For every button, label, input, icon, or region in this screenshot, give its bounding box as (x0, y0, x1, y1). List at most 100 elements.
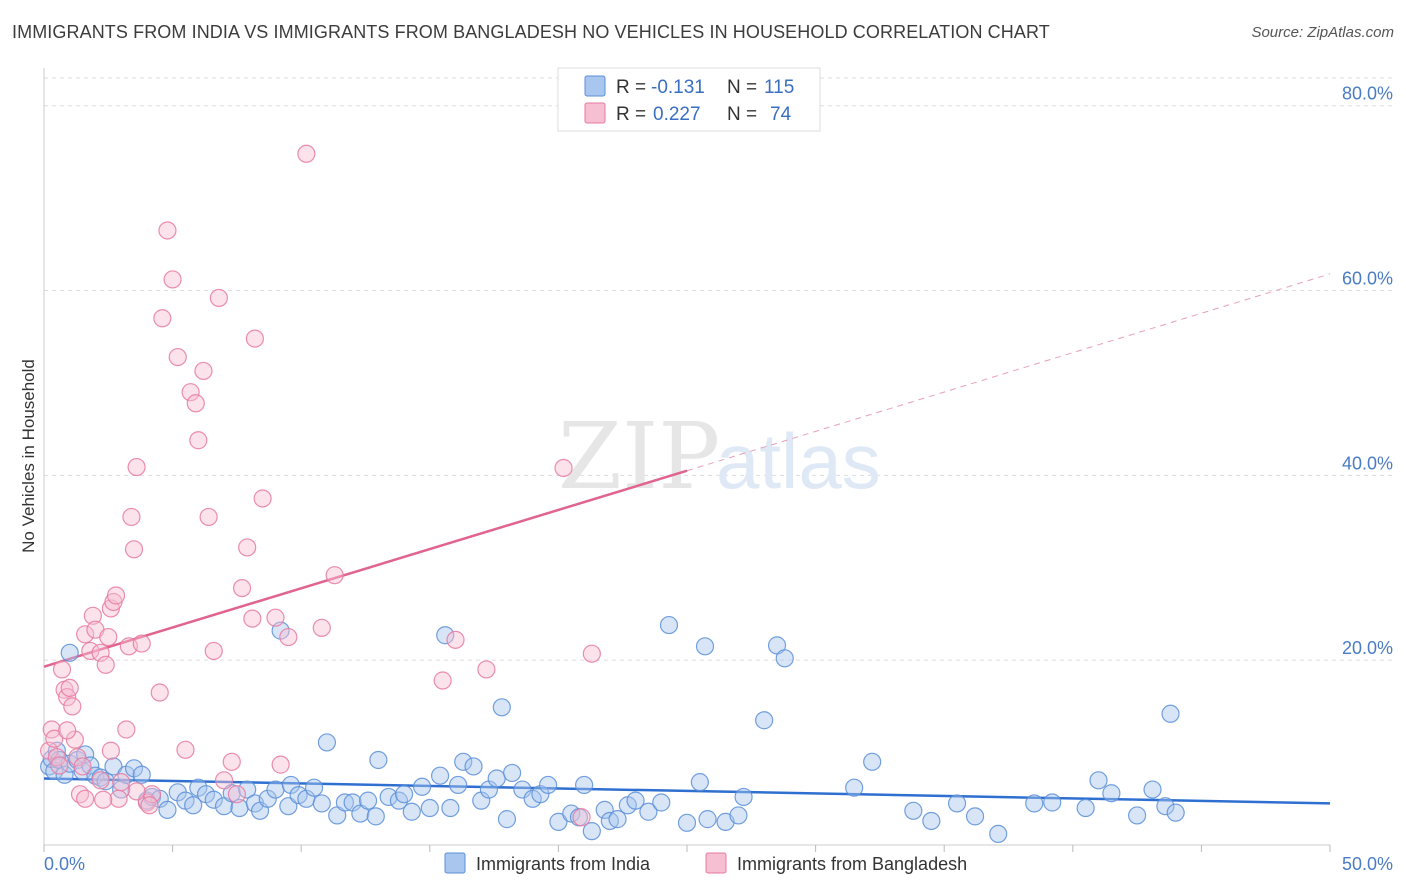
india-point (690, 773, 709, 792)
india-point (1143, 780, 1162, 799)
india-point (539, 775, 558, 795)
chart-source: Source: ZipAtlas.com (1251, 24, 1394, 41)
bangladesh-point (214, 771, 234, 790)
india-point (464, 757, 483, 776)
india-point (266, 780, 285, 799)
india-point (1089, 771, 1108, 790)
bangladesh-point (271, 755, 290, 774)
bangladesh-point (140, 796, 159, 815)
india-point (947, 794, 967, 813)
bangladesh-point (68, 748, 87, 767)
india-point (582, 822, 601, 841)
bangladesh-point (163, 270, 182, 289)
bangladesh-point (227, 785, 246, 804)
india-point (1161, 704, 1180, 723)
india-point (184, 796, 203, 815)
india-point (412, 777, 432, 796)
legend-r-value-india: -0.131 (651, 77, 705, 98)
x-tick-label: 50.0% (1342, 854, 1393, 874)
bangladesh-point (142, 785, 162, 804)
india-point (304, 778, 324, 797)
india-point (454, 752, 473, 771)
india-point (394, 785, 414, 804)
y-tick-label: 40.0% (1342, 453, 1393, 473)
india-point (626, 791, 645, 810)
bangladesh-point (572, 808, 591, 827)
india-point (989, 824, 1008, 844)
legend-swatch-india (584, 75, 606, 97)
india-point (1156, 797, 1175, 816)
legend-swatch-bangladesh (584, 102, 606, 124)
india-point (81, 756, 100, 775)
bangladesh-point (65, 730, 84, 749)
bangladesh-point (127, 782, 146, 801)
india-trend-line (43, 777, 1331, 805)
india-point (55, 765, 74, 784)
legend-n-label-bangladesh: N = (727, 104, 757, 125)
india-point (369, 750, 388, 770)
bottom-legend-swatch-bangladesh (705, 852, 727, 874)
bangladesh-point (63, 697, 82, 716)
bangladesh-point (58, 721, 77, 740)
india-point (487, 769, 506, 788)
india-point (60, 643, 79, 662)
india-point (755, 711, 774, 730)
india-point (204, 790, 223, 809)
india-point (1166, 803, 1185, 822)
watermark-zip: ZIP (558, 403, 720, 510)
legend-r-label-india: R = (616, 77, 646, 98)
bangladesh-point (158, 221, 177, 240)
bottom-legend-label-india: Immigrants from India (476, 854, 651, 874)
india-point (513, 780, 532, 799)
bangladesh-point (124, 540, 144, 559)
india-point (132, 765, 151, 784)
india-point (420, 798, 439, 818)
bangladesh-point (168, 347, 187, 367)
india-point (448, 775, 468, 795)
india-point (1025, 794, 1044, 813)
bangladesh-point (150, 683, 169, 702)
bottom-legend-label-bangladesh: Immigrants from Bangladesh (737, 854, 967, 874)
bangladesh-point (52, 660, 72, 679)
bangladesh-point (297, 144, 316, 163)
bangladesh-point (245, 329, 265, 348)
india-point (549, 812, 568, 831)
india-point (677, 813, 697, 832)
bangladesh-point (45, 729, 64, 748)
india-point (312, 794, 331, 813)
bottom-legend: Immigrants from India Immigrants from Ba… (444, 852, 967, 874)
y-axis-title: No Vehicles in Household (19, 359, 38, 553)
india-point (492, 698, 511, 717)
bangladesh-point (199, 507, 218, 527)
india-point (497, 810, 517, 829)
bangladesh-point (253, 489, 272, 508)
india-point (503, 763, 522, 783)
india-point (1043, 793, 1062, 812)
legend-n-label-india: N = (727, 77, 757, 98)
india-point (652, 793, 671, 812)
y-tick-label: 20.0% (1342, 638, 1393, 658)
bangladesh-point (101, 741, 120, 760)
bangladesh-point (266, 608, 285, 627)
india-point (238, 780, 257, 799)
india-point (729, 806, 748, 825)
india-point (317, 733, 337, 752)
bangladesh-point (50, 756, 69, 775)
india-point (366, 807, 385, 826)
bangladesh-point (127, 457, 146, 477)
bangladesh-point (181, 383, 200, 402)
bangladesh-point (176, 740, 195, 759)
bangladesh-point (222, 752, 241, 771)
chart-title: IMMIGRANTS FROM INDIA VS IMMIGRANTS FROM… (12, 22, 1050, 42)
india-point (379, 787, 398, 807)
bangladesh-point (325, 566, 344, 585)
bangladesh-point (94, 790, 113, 809)
india-point (695, 637, 715, 656)
bangladesh-point (189, 431, 208, 450)
grid-lines (44, 77, 1392, 661)
bangladesh-point (73, 757, 92, 776)
bangladesh-point (83, 606, 102, 625)
bangladesh-trend-line (43, 469, 688, 668)
bangladesh-point (112, 773, 131, 792)
india-point (863, 752, 882, 771)
